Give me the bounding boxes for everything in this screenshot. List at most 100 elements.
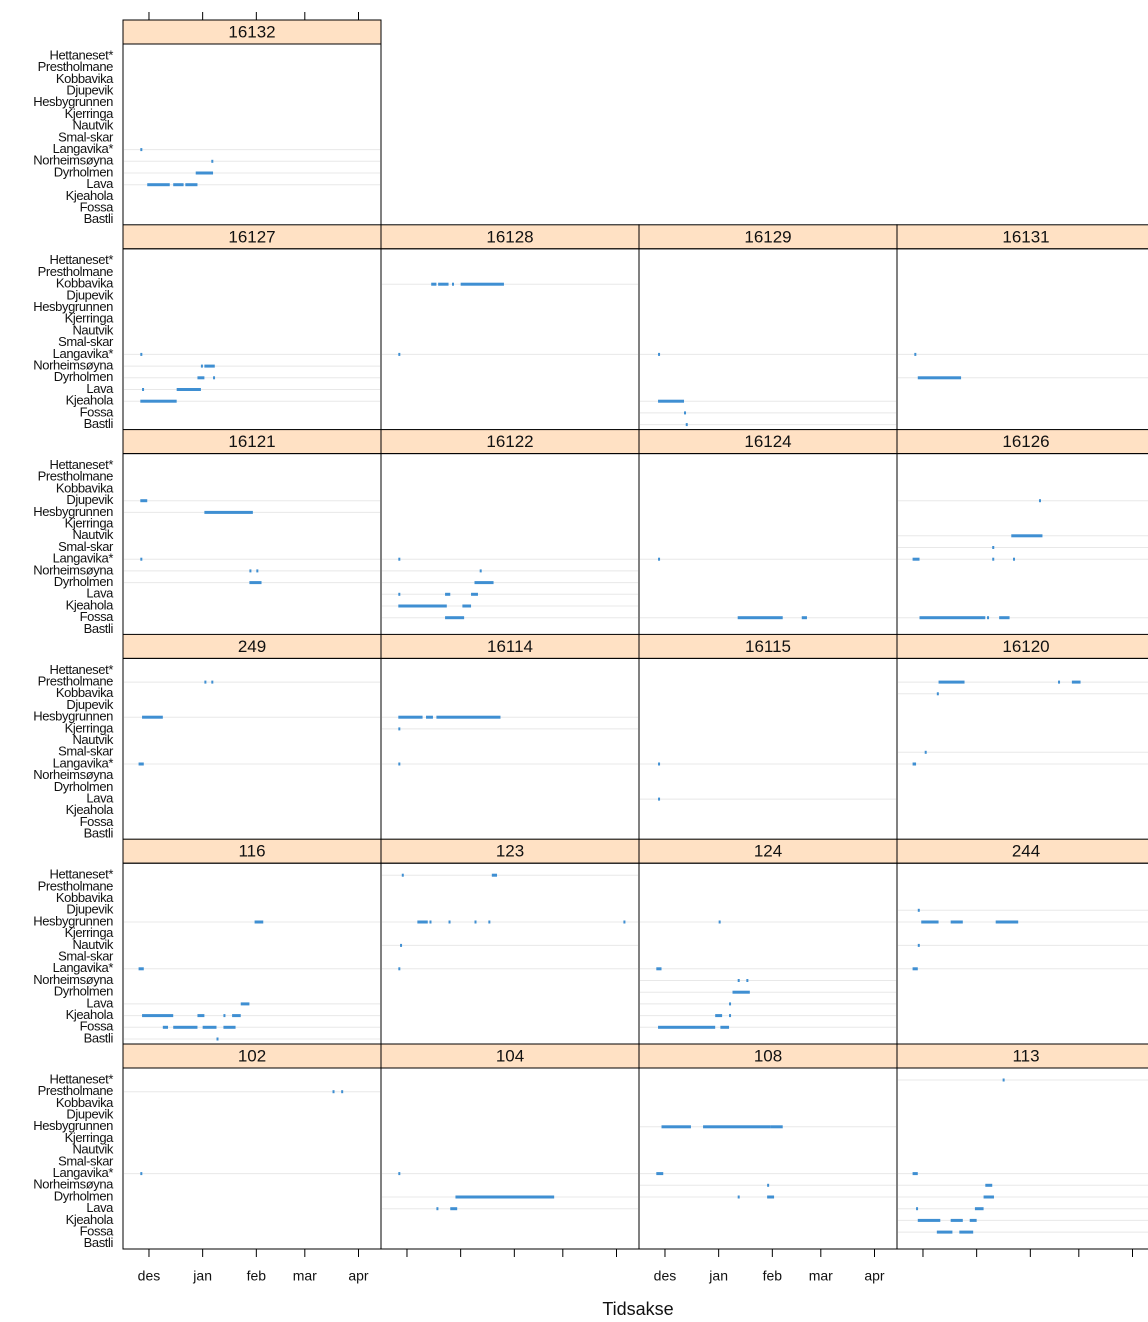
station-label: Hettaneset* — [49, 662, 113, 677]
station-label: Prestholmane — [38, 1083, 114, 1098]
station-label: Djupevik — [66, 902, 114, 917]
panel-title: 16127 — [228, 227, 275, 246]
detection — [656, 967, 662, 971]
panel — [122, 453, 382, 636]
station-label: Fossa — [80, 814, 115, 829]
station-label: Kjerringa — [65, 720, 115, 735]
strip — [122, 1043, 382, 1069]
detection — [658, 557, 661, 561]
station-label: Langavika* — [53, 1165, 114, 1180]
station-label: Langavika* — [53, 141, 114, 156]
station-label: Kjerringa — [65, 311, 115, 326]
station-label: Lava — [86, 791, 114, 806]
detection — [959, 1230, 974, 1234]
station-label: Hettaneset* — [49, 457, 113, 472]
detection — [919, 616, 986, 620]
panel — [896, 453, 1148, 636]
detection — [223, 1014, 226, 1018]
detection — [426, 715, 433, 719]
detection — [658, 762, 661, 766]
detection — [950, 920, 963, 924]
panel — [896, 657, 1148, 840]
station-label: Kjeahola — [66, 597, 115, 612]
x-tick-label: apr — [864, 1268, 885, 1284]
detection — [471, 592, 478, 596]
panel-title: 102 — [238, 1046, 266, 1065]
detection — [398, 967, 401, 971]
station-label: Norheimsøyna — [33, 1177, 114, 1192]
detection — [200, 364, 203, 368]
station-label: Lava — [86, 1200, 114, 1215]
detection — [398, 557, 401, 561]
station-label: Norheimsøyna — [33, 358, 114, 373]
panel — [638, 453, 898, 636]
panel-title: 116 — [238, 842, 265, 861]
panel-title: 244 — [1012, 842, 1040, 861]
station-label: Norheimsøyna — [33, 153, 114, 168]
station-label: Norheimsøyna — [33, 562, 114, 577]
detection — [211, 680, 214, 684]
station-label: Hesbygrunnen — [33, 94, 113, 109]
panel — [380, 657, 640, 840]
detection — [658, 352, 661, 356]
detection — [398, 762, 401, 766]
detection — [729, 1014, 732, 1018]
detection — [232, 1014, 241, 1018]
detection — [436, 715, 501, 719]
detection — [142, 1014, 174, 1018]
station-label: Hesbygrunnen — [33, 1118, 113, 1133]
detection — [185, 183, 198, 187]
detection — [1071, 680, 1081, 684]
detection — [216, 1037, 219, 1041]
station-label: Lava — [86, 586, 114, 601]
panel-title: 16115 — [745, 637, 791, 656]
detection — [1058, 680, 1061, 684]
x-tick-label: des — [138, 1268, 161, 1284]
strip — [380, 429, 640, 455]
station-label: Langavika* — [53, 551, 114, 566]
detection — [685, 423, 688, 427]
detection — [204, 364, 215, 368]
detection — [140, 399, 177, 403]
detection — [987, 616, 990, 620]
detection — [202, 1025, 217, 1029]
panel — [122, 657, 382, 840]
station-label: Fossa — [80, 1224, 115, 1239]
detection — [488, 920, 491, 924]
strip — [896, 1043, 1148, 1069]
station-label: Lava — [86, 176, 114, 191]
strip — [380, 224, 640, 250]
detection — [429, 920, 432, 924]
panel-title: 16126 — [1002, 432, 1049, 451]
station-label: Bastli — [84, 621, 114, 636]
detection — [718, 920, 721, 924]
panel — [380, 862, 640, 1045]
station-label: Nautvik — [72, 732, 113, 747]
strip — [638, 633, 898, 659]
detection — [912, 967, 918, 971]
station-label: Kjerringa — [65, 925, 115, 940]
detection — [445, 592, 451, 596]
station-label: Djupevik — [66, 83, 114, 98]
panel — [122, 43, 382, 226]
detection — [401, 873, 404, 877]
detection — [398, 352, 401, 356]
station-label: Nautvik — [72, 527, 113, 542]
station-label: Kobbavika — [56, 1095, 114, 1110]
station-label: Lava — [86, 381, 114, 396]
panel-title: 16120 — [1002, 637, 1049, 656]
panel-title: 123 — [496, 842, 524, 861]
detection — [746, 979, 749, 982]
station-label: Dyrholmen — [54, 574, 113, 589]
station-label: Kobbavika — [56, 890, 114, 905]
x-tick-label: mar — [293, 1268, 317, 1284]
station-label: Norheimsøyna — [33, 972, 114, 987]
detection — [917, 943, 920, 947]
detection — [715, 1014, 723, 1018]
station-label: Nautvik — [72, 322, 113, 337]
detection — [1038, 499, 1041, 503]
detection — [197, 376, 205, 380]
detection — [249, 581, 262, 585]
panel-title: 16114 — [487, 637, 533, 656]
